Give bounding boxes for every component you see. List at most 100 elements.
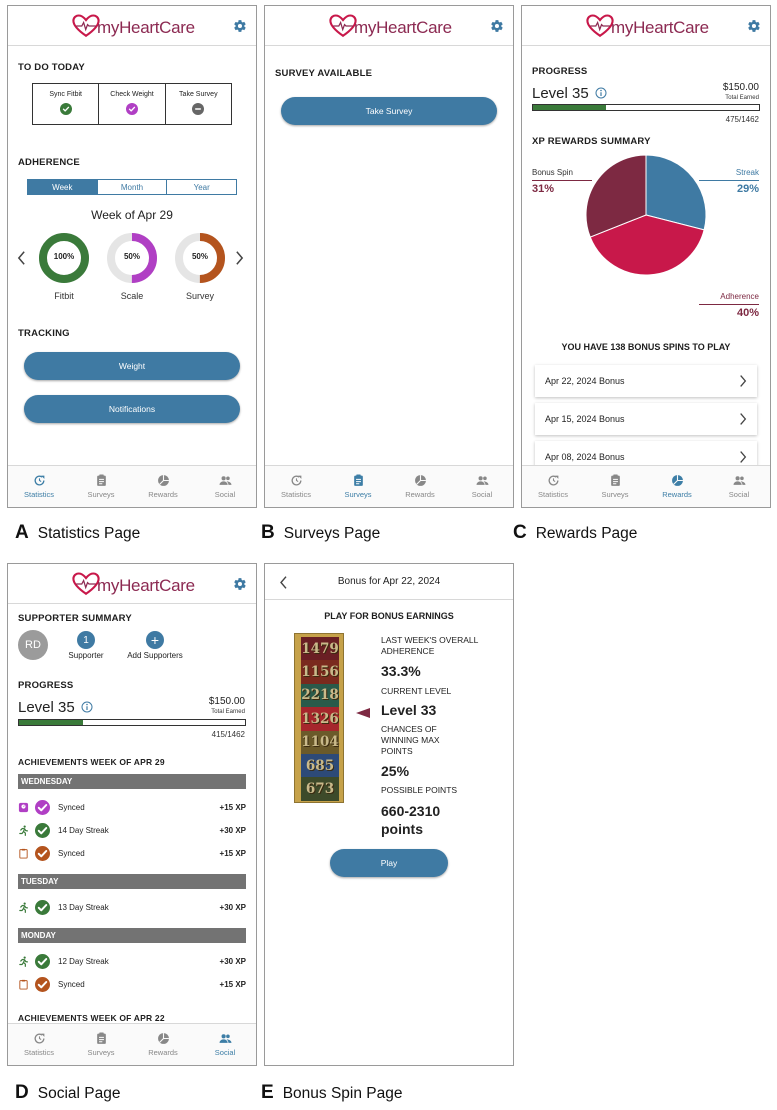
info-icon[interactable]: [81, 701, 93, 713]
bonus-row[interactable]: Apr 15, 2024 Bonus: [535, 403, 757, 435]
slot-machine: 1479 1156 2218 1326 1104 685 673: [294, 633, 344, 803]
check-icon: [35, 800, 50, 815]
logo-prefix: my: [611, 18, 634, 37]
total-amount: $150.00: [722, 82, 759, 93]
achievement-row: Synced +15 XP: [18, 846, 246, 862]
legend-bonus-pct: 31%: [532, 183, 555, 195]
survey-icon: [609, 474, 622, 487]
add-supporter-button[interactable]: +: [146, 631, 164, 649]
notifications-button[interactable]: Notifications: [24, 395, 240, 423]
legend-bonus-spin: Bonus Spin: [532, 168, 573, 177]
tab-social[interactable]: Social: [194, 466, 256, 507]
bonus-row-label: Apr 15, 2024 Bonus: [545, 414, 625, 424]
heart-logo-icon: [329, 13, 357, 39]
gear-icon[interactable]: [233, 577, 247, 591]
legend-line: [699, 180, 759, 181]
todo-take-survey[interactable]: Take Survey: [166, 84, 231, 124]
nav-title: Bonus for Apr 22, 2024: [337, 576, 441, 587]
level-label: Level 35: [532, 85, 589, 102]
caption-b: B Surveys Page: [261, 522, 380, 544]
caption-letter: A: [15, 522, 29, 543]
tab-surveys[interactable]: Surveys: [327, 466, 389, 507]
todo-sync-fitbit[interactable]: Sync Fitbit: [33, 84, 100, 124]
tab-statistics[interactable]: Statistics: [522, 466, 584, 507]
tab-week[interactable]: Week: [28, 180, 98, 194]
app-header: myHeartCare: [522, 6, 770, 46]
rewards-screen: myHeartCare PROGRESS Level 35 $150.00 To…: [521, 5, 771, 508]
statistics-icon: [290, 474, 303, 487]
tab-social[interactable]: Social: [451, 466, 513, 507]
progress-count: 415/1462: [211, 730, 245, 739]
tab-rewards[interactable]: Rewards: [646, 466, 708, 507]
chevron-right-icon[interactable]: [235, 250, 244, 266]
bonus-row[interactable]: Apr 22, 2024 Bonus: [535, 365, 757, 397]
reel-number: 1479: [301, 637, 339, 661]
tab-label: Statistics: [280, 490, 311, 499]
social-icon: [219, 1032, 232, 1045]
progress-bar: [18, 719, 246, 726]
avatar[interactable]: RD: [18, 630, 48, 660]
tab-surveys[interactable]: Surveys: [70, 466, 132, 507]
xp-pie-chart: [585, 154, 707, 276]
achievement-text: Synced: [58, 980, 85, 989]
progress-bar: [532, 104, 760, 111]
achievement-xp: +15 XP: [219, 980, 246, 989]
reel-number: 1104: [301, 730, 339, 754]
supporter-count-badge[interactable]: 1: [77, 631, 95, 649]
reel-number: 1326: [301, 707, 339, 731]
scale-icon: [18, 801, 29, 814]
runner-icon: [18, 955, 29, 968]
tab-rewards[interactable]: Rewards: [389, 466, 451, 507]
tab-bar: Statistics Surveys Rewards Social: [8, 465, 256, 507]
tab-statistics[interactable]: Statistics: [8, 1024, 70, 1065]
play-button[interactable]: Play: [330, 849, 448, 877]
gear-icon[interactable]: [747, 19, 761, 33]
achievement-text: 14 Day Streak: [58, 826, 109, 835]
possible-points-label: POSSIBLE POINTS: [381, 785, 458, 795]
heart-logo-icon: [586, 13, 614, 39]
survey-icon: [352, 474, 365, 487]
ring-progress: [39, 233, 89, 283]
xp-summary-title: XP REWARDS SUMMARY: [532, 136, 651, 147]
logo-main: HeartCare: [633, 18, 709, 37]
achievement-row: Synced +15 XP: [18, 800, 246, 816]
tab-label: Rewards: [148, 1048, 178, 1057]
pointer-icon: [356, 708, 370, 718]
achievement-row: 12 Day Streak +30 XP: [18, 954, 246, 970]
todo-check-weight[interactable]: Check Weight: [99, 84, 166, 124]
take-survey-button[interactable]: Take Survey: [281, 97, 497, 125]
surveys-screen: myHeartCare SURVEY AVAILABLE Take Survey…: [264, 5, 514, 508]
heart-logo-icon: [72, 571, 100, 597]
supporter-label: Supporter: [68, 651, 104, 660]
chances-label: CHANCES OF WINNING MAX POINTS: [381, 724, 440, 756]
tab-social[interactable]: Social: [194, 1024, 256, 1065]
weight-button[interactable]: Weight: [24, 352, 240, 380]
caption-letter: B: [261, 522, 275, 543]
tab-year[interactable]: Year: [193, 182, 210, 192]
tab-label: Social: [471, 490, 493, 499]
tab-rewards[interactable]: Rewards: [132, 466, 194, 507]
gear-icon[interactable]: [490, 19, 504, 33]
legend-line: [699, 304, 759, 305]
app-logo: myHeartCare: [329, 13, 455, 41]
tab-surveys[interactable]: Surveys: [70, 1024, 132, 1065]
tab-bar: Statistics Surveys Rewards Social: [8, 1023, 256, 1065]
tab-month[interactable]: Month: [98, 180, 168, 194]
tab-label: Statistics: [23, 1048, 54, 1057]
tab-social[interactable]: Social: [708, 466, 770, 507]
tab-statistics[interactable]: Statistics: [8, 466, 70, 507]
rewards-icon: [157, 1032, 170, 1045]
tab-label: Statistics: [23, 490, 54, 499]
tab-surveys[interactable]: Surveys: [584, 466, 646, 507]
info-icon[interactable]: [595, 87, 607, 99]
chevron-left-icon[interactable]: [17, 250, 26, 266]
tab-statistics[interactable]: Statistics: [265, 466, 327, 507]
bonus-spins-title: YOU HAVE 138 BONUS SPINS TO PLAY: [561, 342, 731, 352]
caption-text: Surveys Page: [283, 525, 381, 542]
app-logo: myHeartCare: [586, 13, 712, 41]
add-supporters-label: Add Supporters: [127, 651, 183, 660]
caption-letter: E: [261, 1082, 274, 1103]
achievement-text: Synced: [58, 849, 85, 858]
gear-icon[interactable]: [233, 19, 247, 33]
tab-rewards[interactable]: Rewards: [132, 1024, 194, 1065]
